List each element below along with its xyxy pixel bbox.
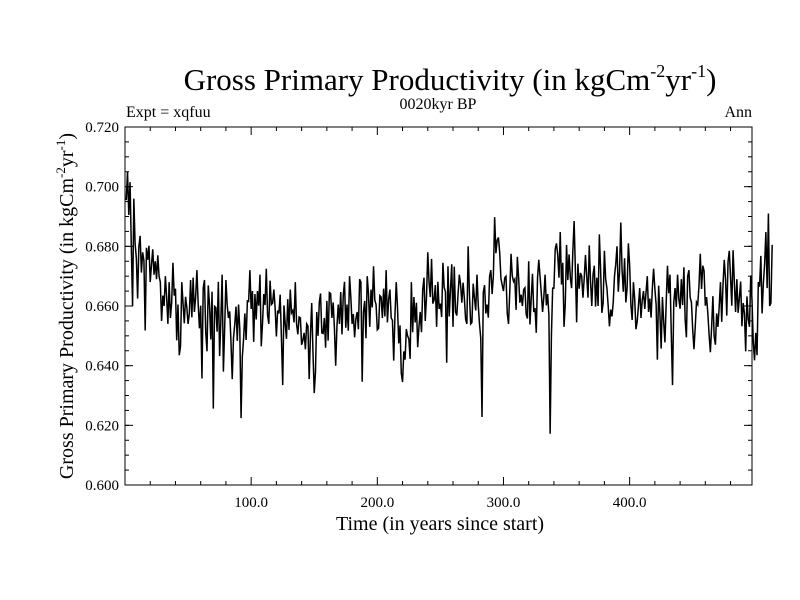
x-tick-label: 400.0 (613, 495, 647, 511)
period-label: 0020kyr BP (400, 96, 477, 113)
series-line-0 (125, 171, 773, 434)
chart-title: Gross Primary Productivity (in kgCm-2yr-… (184, 61, 717, 97)
y-tick-label: 0.620 (85, 418, 119, 434)
y-axis-label: Gross Primary Productivity (in kgCm-2yr-… (53, 133, 78, 479)
x-axis-label: Time (in years since start) (336, 513, 544, 535)
y-tick-label: 0.600 (85, 478, 119, 494)
x-tick-label: 200.0 (360, 495, 394, 511)
season-label: Ann (724, 104, 752, 121)
y-tick-label: 0.640 (85, 359, 119, 375)
data-series-group (125, 171, 773, 434)
y-tick-label: 0.660 (85, 299, 119, 315)
experiment-label: Expt = xqfuu (126, 104, 211, 121)
y-tick-label: 0.720 (85, 120, 119, 136)
axis-ticks-group: 0.600 0.620 0.640 0.660 0.680 0.700 0.720 100.0… (85, 120, 752, 511)
y-tick-label: 0.700 (85, 180, 119, 196)
x-tick-label: 100.0 (234, 495, 268, 511)
x-tick-label: 300.0 (487, 495, 521, 511)
y-tick-label: 0.680 (85, 239, 119, 255)
